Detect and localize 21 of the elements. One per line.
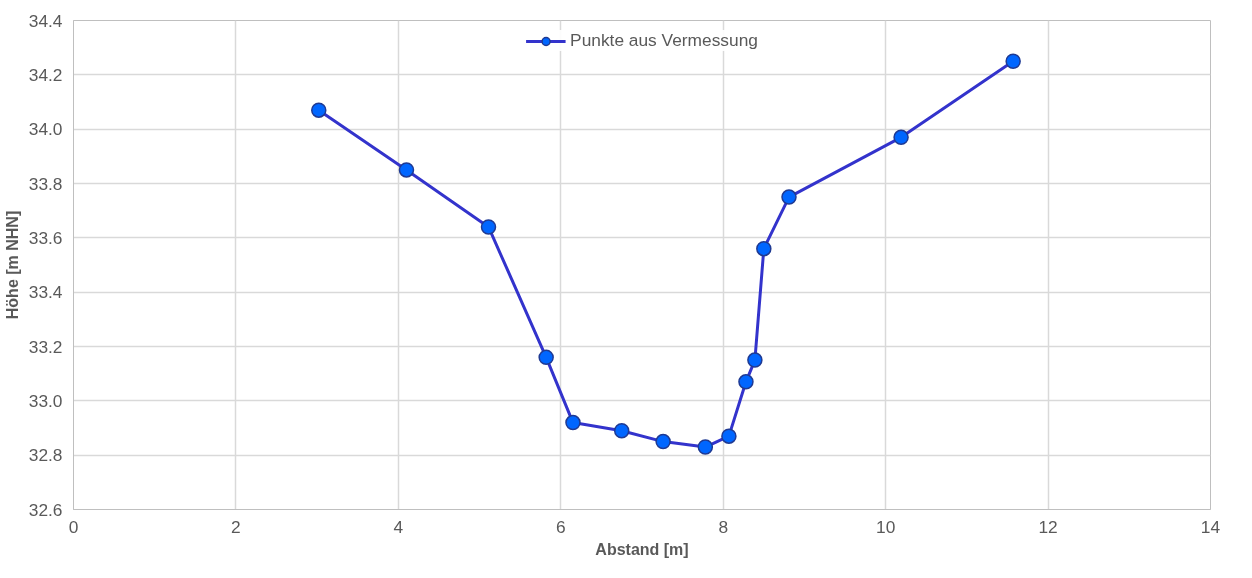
y-tick-label: 33.8 xyxy=(28,173,63,194)
x-tick-label: 14 xyxy=(1200,516,1221,537)
x-tick-label: 6 xyxy=(555,516,566,537)
y-tick-label: 32.8 xyxy=(28,445,63,466)
y-tick-label: 33.4 xyxy=(28,282,63,303)
y-axis-title: Höhe [m NHN] xyxy=(3,210,21,320)
y-tick-label: 34.2 xyxy=(28,64,63,85)
x-tick-label: 12 xyxy=(1038,516,1058,537)
y-tick-label: 34.0 xyxy=(28,119,63,140)
y-tick-label: 33.2 xyxy=(28,336,63,357)
x-tick-label: 10 xyxy=(876,516,896,537)
x-tick-label: 8 xyxy=(718,516,729,537)
y-tick-label: 33.0 xyxy=(28,390,63,411)
x-tick-label: 2 xyxy=(231,516,241,537)
y-tick-label: 33.6 xyxy=(28,227,63,248)
x-tick-label: 4 xyxy=(393,516,404,537)
y-tick-label: 32.6 xyxy=(28,499,63,520)
legend-label: Punkte aus Vermessung xyxy=(570,30,758,51)
x-axis-title: Abstand [m] xyxy=(595,540,689,558)
x-tick-label: 0 xyxy=(68,516,79,537)
y-tick-label: 34.4 xyxy=(28,10,63,31)
